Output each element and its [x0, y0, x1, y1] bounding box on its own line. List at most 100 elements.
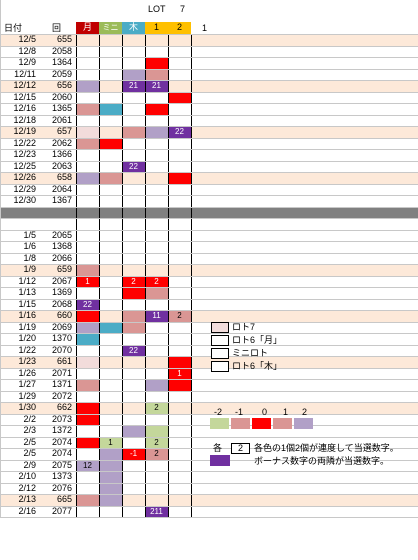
row-round: 2075 — [51, 459, 72, 470]
table-row: 1/22 2070 22 — [0, 344, 418, 356]
row-cell — [168, 161, 191, 173]
row-cell — [99, 103, 122, 115]
row-date: 2/16 — [18, 505, 36, 516]
note-prefix: 各 — [213, 443, 223, 453]
scale-swatch-2 — [294, 418, 313, 429]
row-date: 1/15 — [18, 298, 36, 309]
table-row: 12/15 2060 — [0, 91, 418, 104]
row-cell — [168, 206, 191, 218]
grid-line — [0, 413, 418, 415]
grid-line — [0, 333, 418, 334]
grid-line — [0, 275, 418, 277]
row-cell — [145, 206, 168, 218]
table-row: 1/30 662 2 — [0, 402, 418, 414]
row-cell: 11 — [145, 310, 168, 322]
row-cell — [122, 68, 145, 80]
row-cell — [168, 241, 191, 253]
row-cell — [145, 368, 168, 380]
row-date: 1/9 — [23, 264, 36, 274]
row-round: 661 — [56, 356, 72, 366]
row-round: 1366 — [51, 149, 72, 159]
table-row: 12/9 1364 — [0, 57, 418, 69]
row-round: 2060 — [51, 91, 72, 102]
grid-line — [0, 241, 418, 242]
header-lot-2: 2 — [168, 22, 191, 34]
row-cell — [76, 103, 99, 115]
row-cell — [99, 506, 122, 518]
row-cell — [99, 184, 122, 196]
row-cell — [145, 230, 168, 242]
scale-label-2: 2 — [302, 407, 308, 417]
grid-line — [0, 448, 418, 449]
grid-line — [0, 183, 418, 185]
grid-line — [0, 367, 418, 369]
row-cell — [168, 402, 191, 414]
header-mini: ミニ — [99, 22, 122, 34]
row-date: 1/12 — [18, 275, 36, 286]
row-cell — [145, 299, 168, 311]
table-row: 12/18 2061 — [0, 115, 418, 127]
row-cell — [168, 448, 191, 460]
row-cell — [76, 483, 99, 495]
scale-label-m1: -1 — [235, 407, 244, 417]
row-date: 2/10 — [18, 471, 36, 481]
row-round: 2058 — [51, 45, 72, 56]
row-round: 2063 — [51, 160, 72, 171]
row-cell — [99, 57, 122, 69]
row-round: 658 — [56, 172, 72, 182]
table-row: 12/19 657 22 — [0, 126, 418, 138]
grid-line — [0, 436, 418, 438]
row-cell — [122, 506, 145, 518]
row-cell — [122, 138, 145, 150]
table-row — [0, 206, 418, 218]
table-row: 2/3 1372 — [0, 425, 418, 437]
row-cell — [168, 80, 191, 92]
row-cell — [122, 46, 145, 58]
table-row: 1/12 2067 1 2 2 — [0, 275, 418, 287]
table-row: 2/9 2075 12 — [0, 459, 418, 472]
row-round: 1364 — [51, 57, 72, 67]
row-cell — [99, 310, 122, 322]
row-cell — [99, 459, 122, 471]
row-cell — [145, 483, 168, 495]
row-cell: 2 — [168, 310, 191, 322]
grid-line — [0, 229, 418, 231]
grid-line — [0, 45, 418, 47]
header-extra: 1 — [202, 23, 208, 33]
row-cell — [99, 368, 122, 380]
row-cell: 211 — [145, 505, 168, 517]
row-cell — [145, 218, 168, 230]
grid-line — [0, 517, 418, 518]
row-cell — [99, 448, 122, 460]
row-cell — [122, 92, 145, 104]
table-row: 1/15 2068 22 — [0, 298, 418, 311]
table-row: 2/5 2074 -1 2 — [0, 448, 418, 460]
row-cell: -1 — [122, 448, 145, 460]
table-row: 1/6 1368 — [0, 241, 418, 253]
row-round: 1371 — [51, 379, 72, 389]
row-round: 2071 — [51, 367, 72, 378]
grid-line — [0, 310, 418, 311]
row-cell — [168, 34, 191, 46]
row-round: 2073 — [51, 413, 72, 424]
row-round: 1369 — [51, 287, 72, 297]
row-round: 2070 — [51, 344, 72, 355]
grid-line — [0, 172, 418, 173]
row-cell — [168, 460, 191, 472]
row-cell — [99, 218, 122, 230]
table-row: 12/8 2058 — [0, 46, 418, 58]
table-row: 1/9 659 — [0, 264, 418, 276]
row-date: 1/6 — [23, 241, 36, 251]
grid-line — [0, 321, 418, 323]
grid-line — [0, 482, 418, 484]
legend-mini-label: ミニロト — [232, 348, 269, 358]
row-round: 662 — [56, 402, 72, 412]
row-cell — [168, 425, 191, 437]
row-date: 12/16 — [13, 103, 36, 113]
lot-number: 7 — [180, 4, 186, 14]
row-round: 1367 — [51, 195, 72, 205]
row-round: 2077 — [51, 505, 72, 516]
row-cell — [168, 494, 191, 506]
row-date: 12/8 — [18, 45, 36, 56]
row-cell — [168, 391, 191, 403]
